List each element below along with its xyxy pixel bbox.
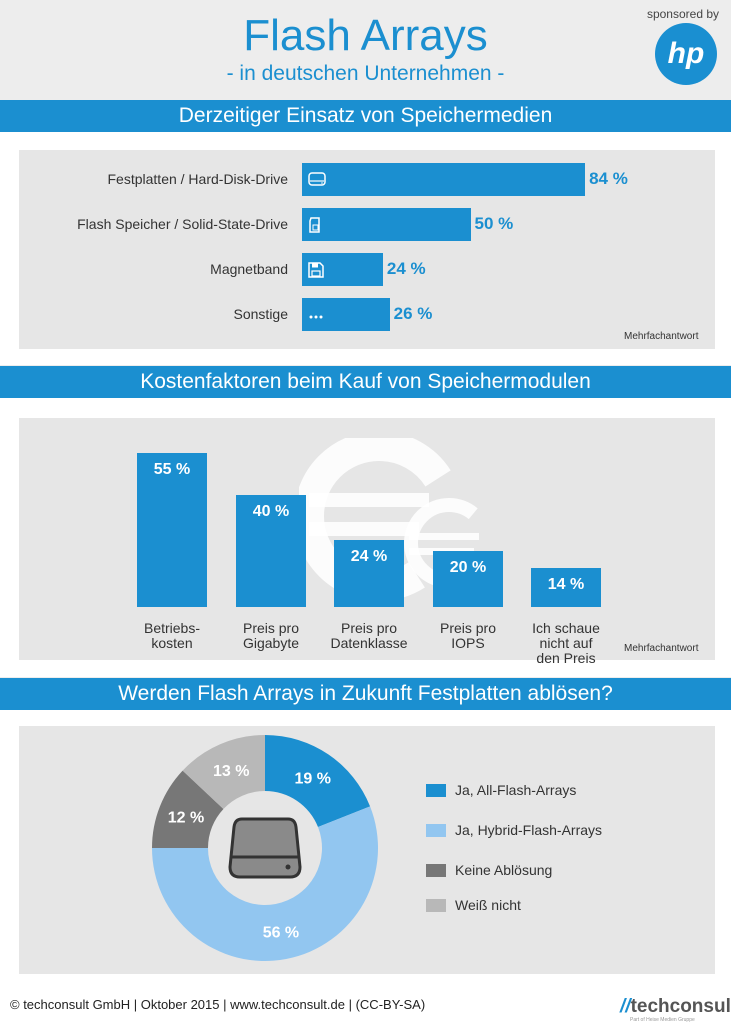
hbar-category-label: Magnetband xyxy=(210,261,288,277)
legend-swatch xyxy=(426,899,446,912)
hbar-value-label: 50 % xyxy=(474,214,514,233)
hp-logo: hp xyxy=(655,23,717,85)
hbar-bar xyxy=(302,298,390,331)
donut-value-label: 12 % xyxy=(168,810,204,827)
techconsult-logo: //techconsult xyxy=(620,996,731,1018)
hbar-category-label: Sonstige xyxy=(233,306,288,322)
hbar-value-label: 24 % xyxy=(386,259,426,278)
vbar-category-line: Betriebs- xyxy=(143,620,201,636)
hard-disk-icon xyxy=(228,817,302,879)
vbar-bar: 24 % xyxy=(334,539,404,607)
donut-slice xyxy=(152,806,378,961)
sponsor-label: sponsored by xyxy=(646,7,719,21)
donut-value-label: 19 % xyxy=(295,771,331,788)
vbar-category-label: Preis pro Gigabyte xyxy=(216,621,326,651)
page-title: Flash Arrays xyxy=(243,11,488,60)
vbar-category-label: Preis pro IOPS xyxy=(413,621,523,651)
vbar-value-label: 40 % xyxy=(252,503,290,520)
vbar-category-line: Gigabyte xyxy=(242,635,300,651)
hard-disk-icon xyxy=(308,172,326,191)
hbar-category-label: Flash Speicher / Solid-State-Drive xyxy=(77,216,288,232)
legend-label: Ja, Hybrid-Flash-Arrays xyxy=(455,822,603,838)
hbar-bar xyxy=(302,253,383,286)
section2-title: Kostenfaktoren beim Kauf von Speichermod… xyxy=(0,366,731,398)
vbar-category-line: Ich schaue xyxy=(532,620,600,636)
hbar-value-label: 26 % xyxy=(393,304,433,323)
section1-title: Derzeitiger Einsatz von Speichermedien xyxy=(0,100,731,132)
hbar-bar xyxy=(302,163,586,196)
vbar-category-label: Ich schaue nicht auf den Preis xyxy=(511,621,621,666)
page-subtitle: - in deutschen Unternehmen - xyxy=(226,62,505,85)
vbar-bar: 40 % xyxy=(236,495,306,607)
vbar-category-line: IOPS xyxy=(451,635,485,651)
donut-slice xyxy=(265,735,371,828)
footer-copyright: © techconsult GmbH | Oktober 2015 | www.… xyxy=(10,997,426,1012)
hbar-category-label: Festplatten / Hard-Disk-Drive xyxy=(107,171,289,187)
vbar-bar: 55 % xyxy=(137,453,207,607)
vbar-category-line: Preis pro xyxy=(439,620,497,636)
vbar-value-label: 55 % xyxy=(153,461,191,478)
donut-value-label: 56 % xyxy=(263,924,299,941)
vbar-category-line: kosten xyxy=(151,635,193,651)
legend-swatch xyxy=(426,864,446,877)
section1-note: Mehrfachantwort xyxy=(624,331,699,342)
vbar-value-label: 24 % xyxy=(350,547,388,565)
vbar-value-label: 14 % xyxy=(547,575,585,593)
section3-title: Werden Flash Arrays in Zukunft Festplatt… xyxy=(0,678,731,710)
legend-label: Weiß nicht xyxy=(455,897,521,913)
vbar-bar: 14 % xyxy=(531,567,601,607)
techconsult-logo-text: techconsult xyxy=(630,996,731,1017)
donut-slice xyxy=(182,735,265,809)
vbar-category-line: Datenklasse xyxy=(330,635,408,651)
hbar-bar xyxy=(302,208,471,241)
donut-chart: 19 % 56 % 12 % 13 % xyxy=(152,735,378,961)
vbar-category-label: Preis pro Datenklasse xyxy=(314,621,424,651)
donut-value-label: 13 % xyxy=(213,763,249,780)
vbar-value-label: 20 % xyxy=(449,559,487,576)
vbar-category-line: Preis pro xyxy=(242,620,300,636)
donut-slice xyxy=(152,770,224,848)
legend-label: Keine Ablösung xyxy=(455,862,553,878)
ellipsis-icon xyxy=(308,307,324,325)
floppy-disk-icon xyxy=(308,262,324,283)
sd-card-icon xyxy=(308,217,322,238)
vbar-bar: 20 % xyxy=(433,551,503,607)
vbar-category-line: nicht auf xyxy=(539,635,593,651)
vbar-category-line: Preis pro xyxy=(340,620,398,636)
legend-swatch xyxy=(426,824,446,837)
legend-label: Ja, All-Flash-Arrays xyxy=(455,782,577,798)
vbar-category-label: Betriebs-kosten xyxy=(117,621,227,651)
vbar-category-line: den Preis xyxy=(536,650,596,666)
legend-swatch xyxy=(426,784,446,797)
hbar-value-label: 84 % xyxy=(589,169,628,188)
section2-note: Mehrfachantwort xyxy=(624,643,699,654)
footer xyxy=(0,988,731,1030)
techconsult-tagline: Part of Heise Medien Gruppe xyxy=(630,1017,695,1023)
